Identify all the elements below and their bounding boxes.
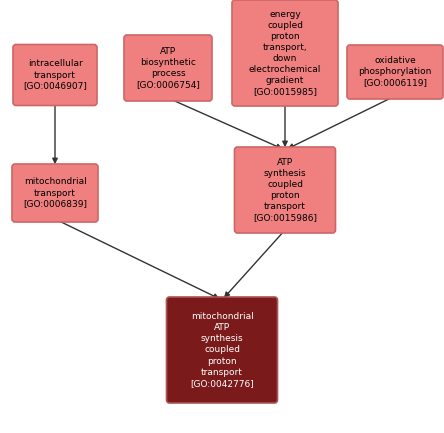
FancyBboxPatch shape: [12, 164, 98, 222]
FancyBboxPatch shape: [234, 147, 336, 233]
Text: mitochondrial
transport
[GO:0006839]: mitochondrial transport [GO:0006839]: [23, 178, 87, 209]
FancyBboxPatch shape: [124, 35, 212, 101]
FancyBboxPatch shape: [232, 0, 338, 106]
Text: oxidative
phosphorylation
[GO:0006119]: oxidative phosphorylation [GO:0006119]: [358, 56, 432, 87]
FancyBboxPatch shape: [347, 45, 443, 99]
FancyBboxPatch shape: [13, 45, 97, 106]
Text: ATP
synthesis
coupled
proton
transport
[GO:0015986]: ATP synthesis coupled proton transport […: [253, 158, 317, 222]
FancyBboxPatch shape: [166, 297, 278, 403]
Text: energy
coupled
proton
transport,
down
electrochemical
gradient
[GO:0015985]: energy coupled proton transport, down el…: [249, 10, 321, 97]
Text: mitochondrial
ATP
synthesis
coupled
proton
transport
[GO:0042776]: mitochondrial ATP synthesis coupled prot…: [190, 312, 254, 388]
Text: ATP
biosynthetic
process
[GO:0006754]: ATP biosynthetic process [GO:0006754]: [136, 47, 200, 89]
Text: intracellular
transport
[GO:0046907]: intracellular transport [GO:0046907]: [23, 59, 87, 90]
